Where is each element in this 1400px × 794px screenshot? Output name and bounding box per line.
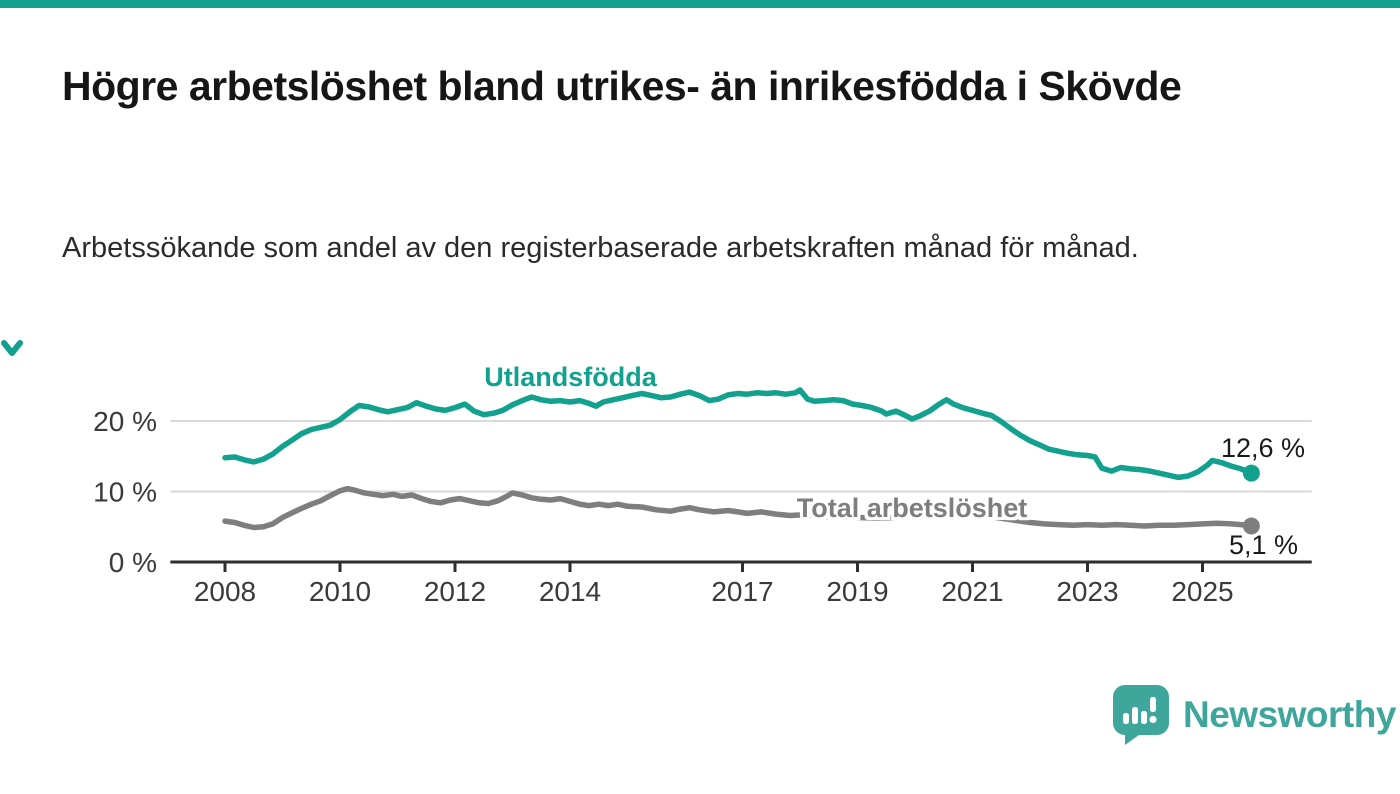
series-line-1: [222, 485, 1255, 531]
y-tick-label: 20 %: [93, 406, 157, 437]
x-tick-label: 2012: [424, 576, 486, 607]
top-accent-bar: [0, 0, 1400, 8]
page-title: Högre arbetslöshet bland utrikes- än inr…: [62, 63, 1182, 109]
x-tick-label: 2025: [1171, 576, 1233, 607]
x-tick-label: 2023: [1056, 576, 1118, 607]
series-end-dot-1: [1242, 517, 1260, 535]
series-label-utlandsfodda: Utlandsfödda: [484, 362, 657, 392]
end-value-utlandsfodda: 12,6 %: [1221, 433, 1306, 463]
x-tick-label: 2008: [194, 576, 256, 607]
speech-bubble-chart-icon: [1113, 685, 1169, 745]
x-tick-label: 2017: [711, 576, 773, 607]
page-subtitle: Arbetssökande som andel av den registerb…: [62, 232, 1139, 264]
x-tick-label: 2021: [941, 576, 1003, 607]
logo-text: Newsworthy: [1183, 694, 1396, 735]
chart-canvas: 20 % 10 % 0 % 2008 2010 2012 2014 2017 2019 2021 2…: [93, 387, 1312, 607]
series-label-total: Total arbetslöshet: [796, 493, 1028, 523]
x-tick-label: 2010: [309, 576, 371, 607]
down-arrow-icon: [1, 340, 23, 356]
y-tick-label: 10 %: [93, 477, 157, 508]
y-tick-label: 0 %: [109, 547, 157, 578]
series-line-0: [222, 387, 1255, 481]
line-chart: 20 % 10 % 0 % 2008 2010 2012 2014 2017 2019 2021 2…: [0, 340, 1400, 640]
end-value-total: 5,1 %: [1229, 530, 1299, 560]
series-end-dot-0: [1242, 464, 1260, 482]
x-tick-label: 2019: [826, 576, 888, 607]
x-tick-label: 2014: [539, 576, 601, 607]
newsworthy-logo: Newsworthy: [1112, 684, 1396, 746]
